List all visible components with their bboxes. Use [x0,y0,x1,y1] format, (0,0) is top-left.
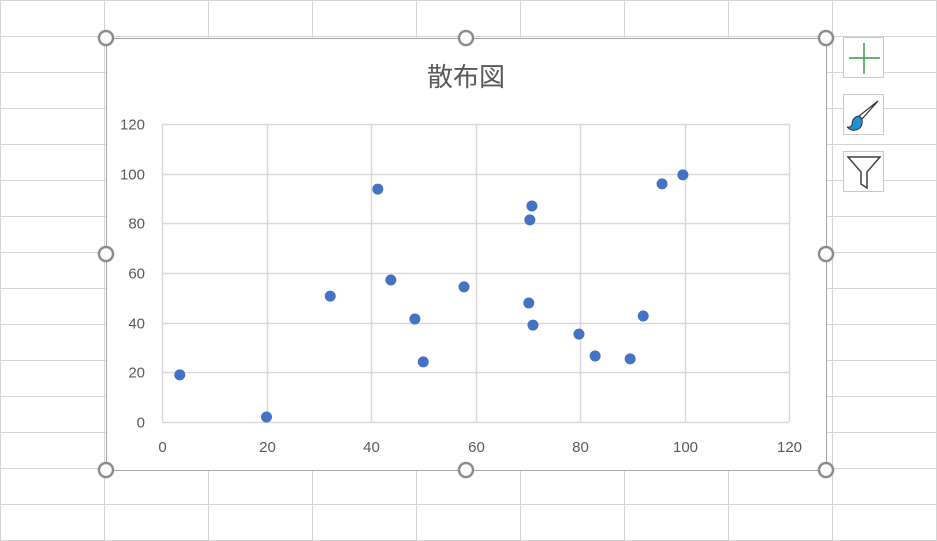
x-tick-label: 100 [673,439,698,456]
chart-title[interactable]: 散布図 [427,63,505,93]
data-point[interactable] [589,350,601,362]
data-point[interactable] [261,411,272,423]
resize-handle[interactable] [97,245,115,263]
resize-handle[interactable] [817,29,835,47]
resize-handle[interactable] [97,29,115,47]
filter-icon [846,156,882,190]
chart-elements-button[interactable] [843,37,884,78]
resize-handle[interactable] [457,29,475,47]
data-point[interactable] [523,297,535,309]
chart-styles-button[interactable] [843,94,884,135]
data-point[interactable] [637,310,649,322]
y-tick-label: 100 [120,167,145,184]
data-point[interactable] [372,183,384,195]
data-point[interactable] [324,290,336,302]
y-tick-label: 80 [128,216,145,233]
data-point[interactable] [409,313,421,325]
chart-filters-button[interactable] [843,151,884,192]
y-tick-label: 40 [128,316,145,333]
data-point[interactable] [656,178,668,190]
data-point[interactable] [677,169,689,181]
y-tick-label: 60 [128,266,145,283]
x-tick-label: 80 [572,439,589,456]
resize-handle[interactable] [817,245,835,263]
x-tick-label: 40 [363,439,380,456]
data-point[interactable] [458,281,470,293]
data-point[interactable] [624,353,636,365]
x-tick-label: 120 [777,439,802,456]
y-tick-label: 0 [137,415,145,432]
data-point[interactable] [385,274,397,286]
y-tick-label: 120 [120,117,145,134]
data-point[interactable] [573,328,585,340]
data-point[interactable] [417,356,429,368]
resize-handle[interactable] [97,461,115,479]
data-point[interactable] [174,369,186,381]
data-point[interactable] [527,319,539,331]
resize-handle[interactable] [457,461,475,479]
x-tick-label: 20 [259,439,276,456]
plus-icon [849,43,880,74]
y-tick-label: 20 [128,365,145,382]
data-point[interactable] [526,200,538,212]
data-point[interactable] [524,214,536,226]
paintbrush-icon [846,100,879,131]
x-tick-label: 60 [468,439,485,456]
resize-handle[interactable] [817,461,835,479]
x-tick-label: 0 [158,439,166,456]
chart-area[interactable] [106,38,827,471]
